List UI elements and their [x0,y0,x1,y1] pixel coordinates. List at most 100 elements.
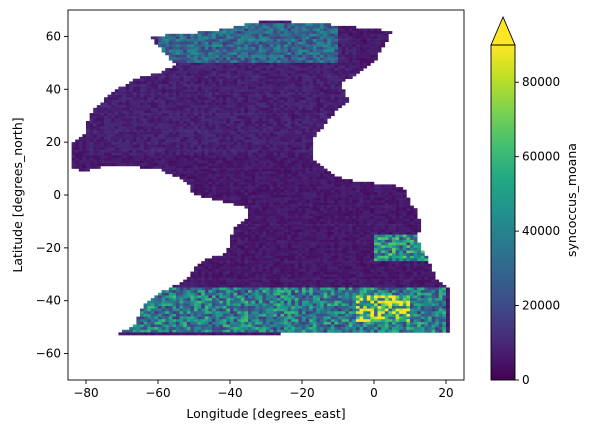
heatmap-cell [255,245,260,249]
heatmap-cell [114,89,119,93]
heatmap-cell [298,147,303,151]
heatmap-cell [194,142,198,146]
heatmap-cell [370,226,375,230]
heatmap-cell [262,73,267,77]
heatmap-cell [251,94,256,98]
heatmap-cell [276,197,281,201]
heatmap-cell [276,131,281,135]
heatmap-cell [302,234,306,238]
heatmap-cell [345,237,350,241]
heatmap-cell [305,247,310,251]
heatmap-cell [323,102,328,106]
heatmap-cell [370,52,375,56]
heatmap-cell [399,239,404,243]
heatmap-cell [366,36,371,40]
heatmap-cell [312,44,317,48]
heatmap-cell [359,237,364,241]
heatmap-cell [222,115,227,119]
heatmap-cell [118,134,123,138]
heatmap-cell [352,213,357,217]
heatmap-cell [280,224,285,228]
heatmap-cell [316,126,321,130]
heatmap-cell [201,128,206,132]
heatmap-cell [352,221,357,225]
heatmap-cell [237,179,242,183]
heatmap-cell [327,181,332,185]
heatmap-cell [377,221,382,225]
heatmap-cell [158,44,162,48]
heatmap-cell [305,86,310,90]
heatmap-cell [233,176,238,180]
heatmap-cell [212,179,216,183]
heatmap-cell [338,97,342,101]
heatmap-cell [219,62,224,66]
heatmap-cell [251,237,256,241]
heatmap-cell [352,28,357,32]
heatmap-cell [165,115,170,119]
heatmap-cell [89,115,94,119]
heatmap-cell [179,39,184,43]
heatmap-cell [280,165,285,169]
heatmap-cell [291,44,296,48]
heatmap-cell [273,165,278,169]
heatmap-cell [366,184,371,188]
heatmap-cell [273,205,278,209]
heatmap-cell [114,102,119,106]
heatmap-cell [316,187,321,191]
heatmap-cell [244,134,249,138]
heatmap-cell [244,200,249,204]
heatmap-cell [266,184,270,188]
heatmap-cell [212,60,216,64]
heatmap-cell [402,205,407,209]
heatmap-cell [161,105,166,109]
heatmap-cell [320,121,324,124]
heatmap-cell [338,28,342,32]
heatmap-cell [161,118,166,122]
heatmap-cell [406,242,411,246]
heatmap-cell [269,94,274,98]
heatmap-cell [222,97,227,101]
heatmap-cell [226,247,231,251]
heatmap-cell [359,49,364,53]
heatmap-cell [248,195,252,198]
heatmap-cell [219,158,224,161]
heatmap-cell [201,150,206,154]
heatmap-cell [215,89,220,93]
heatmap-cell [226,73,231,77]
heatmap-cell [222,65,227,69]
heatmap-cell [266,131,270,135]
heatmap-cell [258,97,263,101]
heatmap-cell [248,73,252,77]
heatmap-cell [190,70,195,74]
heatmap-cell [190,128,195,132]
heatmap-cell [104,102,108,106]
heatmap-cell [341,239,346,243]
heatmap-cell [294,128,299,132]
heatmap-cell [233,49,238,53]
heatmap-cell [348,70,353,74]
heatmap-cell [143,155,148,159]
heatmap-cell [165,163,170,167]
heatmap-cell [395,192,400,196]
heatmap-cell [129,81,134,85]
heatmap-cell [359,202,364,206]
heatmap-cell [136,126,141,130]
heatmap-cell [233,160,238,164]
heatmap-cell [258,200,263,204]
heatmap-cell [194,60,198,64]
heatmap-cell [237,155,242,159]
heatmap-cell [114,134,119,138]
heatmap-cell [222,195,227,198]
heatmap-cell [165,126,170,130]
heatmap-cell [143,158,148,161]
heatmap-cell [298,89,303,93]
heatmap-cell [359,33,364,37]
heatmap-cell [266,89,270,93]
heatmap-cell [154,139,159,143]
heatmap-cell [233,165,238,169]
heatmap-cell [226,200,231,204]
heatmap-cell [240,76,245,80]
heatmap-cell [190,65,195,69]
heatmap-cell [248,168,252,172]
heatmap-cell [269,171,274,175]
